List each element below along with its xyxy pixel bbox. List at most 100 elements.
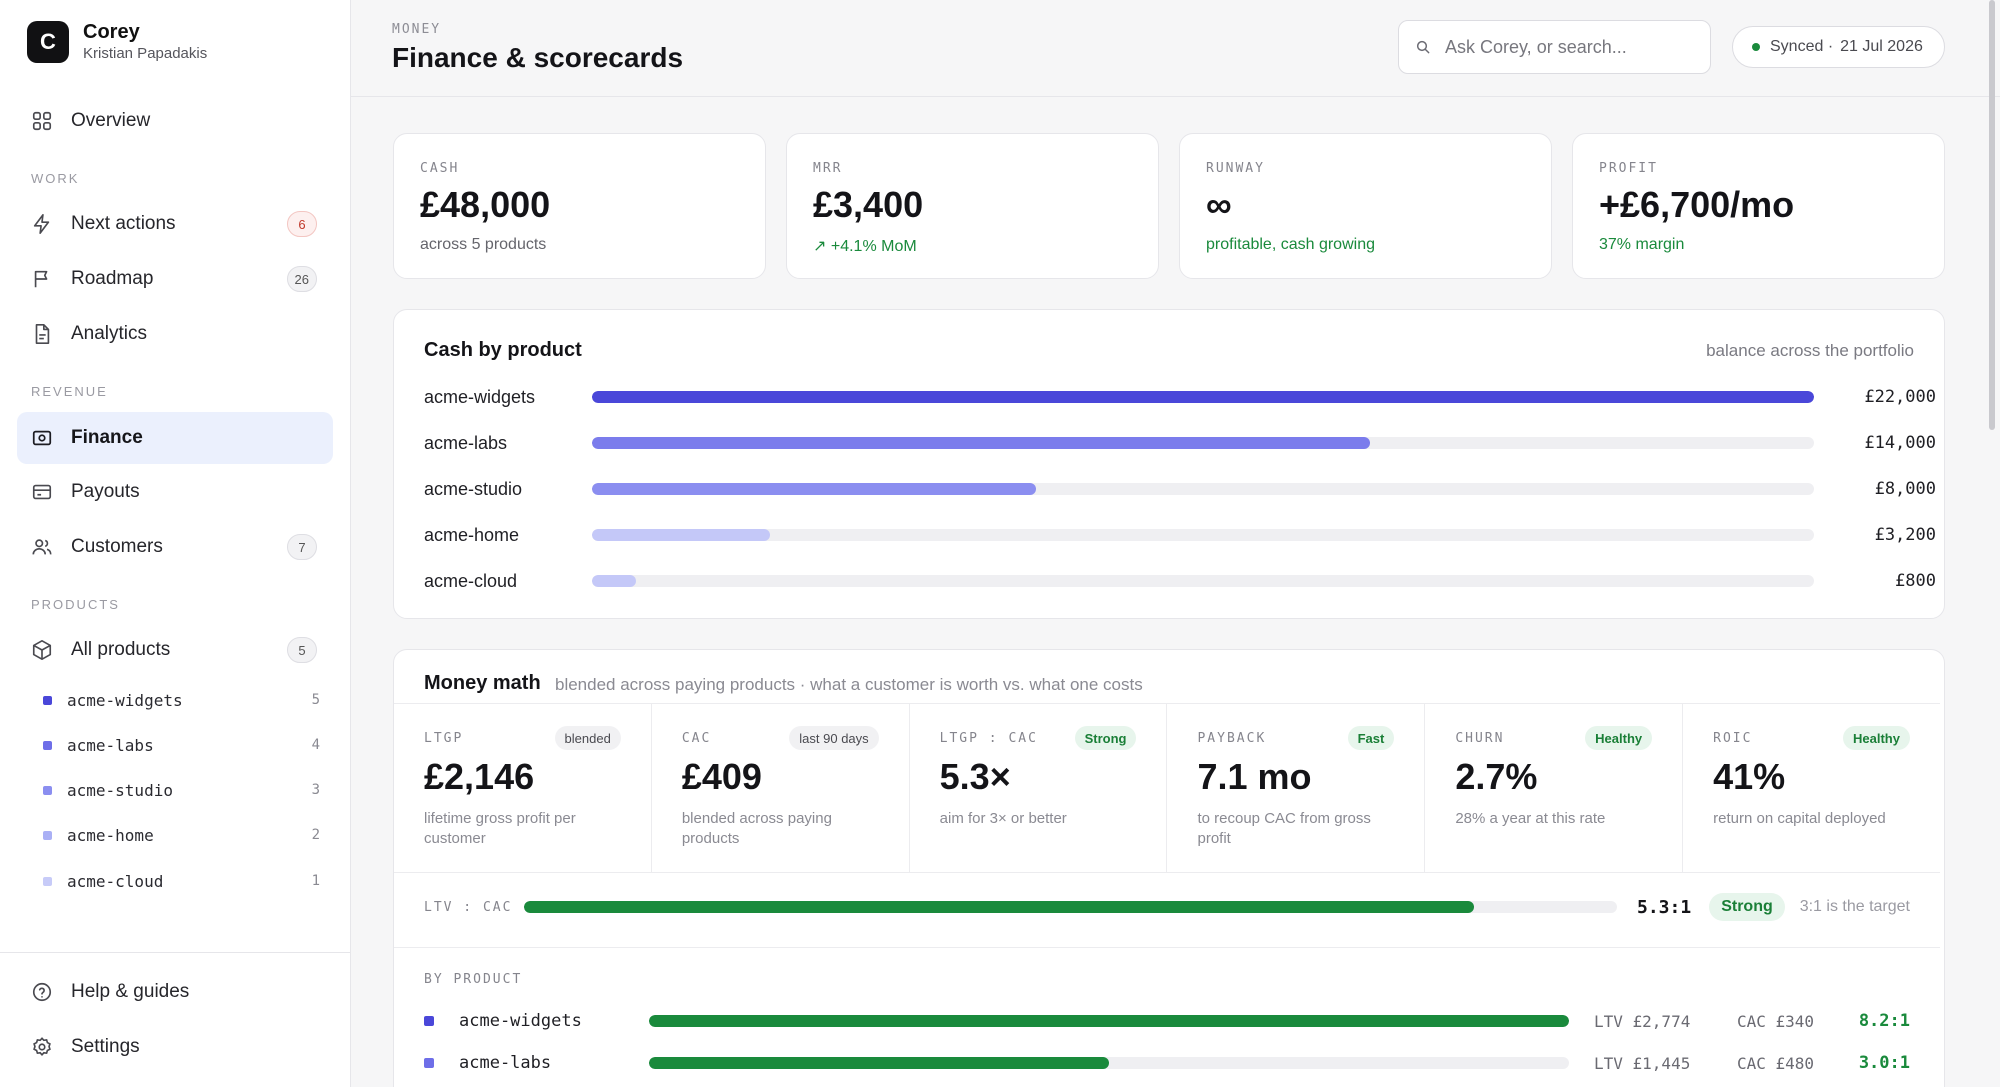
sidebar-item-settings[interactable]: Settings: [17, 1021, 333, 1073]
flag-icon: [34, 270, 48, 288]
sync-status-dot: [1752, 43, 1760, 51]
user-name: Kristian Papadakis: [83, 45, 208, 62]
cash-row-acme-home[interactable]: acme-home £3,200: [424, 521, 1936, 549]
kpi-value: +£6,700/mo: [1599, 184, 1795, 225]
search-input[interactable]: [1445, 36, 1695, 58]
metric-value: 5.3×: [939, 756, 1011, 797]
search-box[interactable]: [1398, 20, 1711, 74]
by-product-bar-fill: [649, 1015, 1569, 1027]
brand[interactable]: C Corey Kristian Papadakis: [27, 21, 207, 63]
sidebar-item-all-products[interactable]: All products 5: [17, 624, 333, 676]
sidebar-item-label: Roadmap: [71, 268, 154, 289]
by-product-ltv: LTV £2,774: [1594, 1011, 1691, 1031]
cash-row-name: acme-widgets: [424, 386, 536, 407]
help-circle-icon: [32, 982, 52, 1002]
sidebar-item-label: Customers: [71, 536, 163, 557]
sidebar-item-label: Next actions: [71, 213, 176, 234]
cash-bar-fill: [592, 391, 1814, 403]
credit-card-icon: [32, 484, 52, 500]
sidebar-product-acme-studio[interactable]: acme-studio 3: [43, 775, 320, 805]
metric-label: ROIC: [1713, 731, 1753, 746]
by-product-row-acme-labs[interactable]: acme-labs LTV £1,445 CAC £480 3.0:1: [424, 1049, 1910, 1077]
product-count: 5: [311, 692, 320, 708]
page-scrollbar[interactable]: [1989, 0, 1995, 430]
sidebar-item-payouts[interactable]: Payouts: [17, 466, 333, 518]
product-name: acme-cloud: [67, 871, 164, 891]
sidebar-item-overview[interactable]: Overview: [17, 95, 333, 147]
sidebar-product-acme-home[interactable]: acme-home 2: [43, 820, 320, 850]
cash-row-name: acme-home: [424, 524, 520, 545]
sidebar-product-acme-widgets[interactable]: acme-widgets 5: [43, 685, 320, 715]
metric-ltgp[interactable]: LTGP blended £2,146 lifetime gross profi…: [394, 704, 652, 872]
cash-row-acme-studio[interactable]: acme-studio £8,000: [424, 475, 1936, 503]
cash-bar-fill: [592, 437, 1370, 449]
grid-icon: [32, 111, 52, 131]
sidebar-product-acme-cloud[interactable]: acme-cloud 1: [43, 866, 320, 896]
product-color-dot: [43, 695, 52, 705]
cash-row-value: £800: [1895, 571, 1936, 591]
kpi-value: £3,400: [813, 184, 924, 225]
card-title: Cash by product: [424, 339, 582, 361]
metric-subtext: return on capital deployed: [1713, 810, 1886, 827]
metric-label: LTGP : CAC: [939, 731, 1038, 746]
product-name: acme-labs: [67, 735, 154, 755]
by-product-row-acme-widgets[interactable]: acme-widgets LTV £2,774 CAC £340 8.2:1: [424, 1007, 1910, 1035]
metric-subtext: blended across paying products: [681, 810, 832, 847]
by-product-bar-track: [649, 1015, 1569, 1027]
metric-badge: Fast: [1347, 726, 1395, 750]
ratio-label: LTV : CAC: [424, 899, 513, 915]
cash-row-name: acme-studio: [424, 478, 523, 499]
kpi-label: CASH: [420, 161, 460, 176]
metrics-grid: LTGP blended £2,146 lifetime gross profi…: [394, 703, 1940, 873]
card-note: blended across paying products · what a …: [555, 675, 1143, 694]
by-product-bar-fill: [649, 1057, 1109, 1069]
metric-roic[interactable]: ROIC Healthy 41% return on capital deplo…: [1683, 704, 1940, 872]
sidebar-item-help[interactable]: Help & guides: [17, 966, 333, 1018]
product-name: acme-widgets: [67, 690, 183, 710]
sidebar-product-acme-labs[interactable]: acme-labs 4: [43, 730, 320, 760]
section-label-revenue: REVENUE: [31, 384, 108, 399]
cash-row-acme-cloud[interactable]: acme-cloud £800: [424, 567, 1936, 595]
metric-value: 7.1 mo: [1197, 756, 1312, 797]
metric-cac[interactable]: CAC last 90 days £409 blended across pay…: [652, 704, 910, 872]
brand-name: Corey: [83, 21, 140, 43]
sidebar-item-next-actions[interactable]: Next actions 6: [17, 198, 333, 250]
cash-row-acme-labs[interactable]: acme-labs £14,000: [424, 429, 1936, 457]
metric-subtext: to recoup CAC from gross profit: [1197, 810, 1371, 847]
sidebar-item-roadmap[interactable]: Roadmap 26: [17, 253, 333, 305]
card-note: balance across the portfolio: [1706, 341, 1914, 360]
card-title: Money math: [424, 672, 541, 694]
cash-bar-track: [592, 529, 1814, 541]
product-color-dot: [43, 785, 52, 795]
sidebar-item-customers[interactable]: Customers 7: [17, 521, 333, 573]
by-product-name: acme-widgets: [459, 1011, 582, 1031]
metric-badge: blended: [554, 726, 621, 750]
ratio-bar-track: [524, 901, 1617, 913]
metric-badge: Healthy: [1843, 726, 1910, 750]
metric-badge: Strong: [1074, 726, 1137, 750]
metric-payback[interactable]: PAYBACK Fast 7.1 mo to recoup CAC from g…: [1167, 704, 1426, 872]
section-divider: [394, 947, 1940, 948]
search-icon: [1416, 40, 1430, 54]
cash-row-name: acme-labs: [424, 432, 508, 453]
ratio-value: 5.3:1: [1637, 896, 1692, 918]
kpi-value: £48,000: [420, 184, 551, 225]
cash-row-value: £22,000: [1864, 387, 1936, 407]
product-name: acme-studio: [67, 780, 173, 800]
sync-status-pill[interactable]: Synced · 21 Jul 2026: [1732, 26, 1945, 68]
cash-row-acme-widgets[interactable]: acme-widgets £22,000: [424, 383, 1936, 411]
cash-bar-fill: [592, 575, 637, 587]
page-title: Finance & scorecards: [392, 42, 684, 73]
metric-ltgp-cac[interactable]: LTGP : CAC Strong 5.3× aim for 3× or bet…: [910, 704, 1168, 872]
metric-churn[interactable]: CHURN Healthy 2.7% 28% a year at this ra…: [1425, 704, 1684, 872]
kpi-subtext: 37% margin: [1599, 236, 1685, 253]
lightning-icon: [33, 214, 50, 234]
sidebar-item-analytics[interactable]: Analytics: [17, 308, 333, 360]
cash-bar-fill: [592, 529, 770, 541]
kpi-card-runway: RUNWAY ∞ profitable, cash growing: [1179, 133, 1552, 279]
metric-subtext: 28% a year at this rate: [1455, 810, 1606, 827]
sidebar-item-finance[interactable]: Finance: [17, 412, 333, 464]
document-icon: [35, 324, 50, 344]
by-product-ratio: 8.2:1: [1858, 1011, 1910, 1031]
sidebar: C Corey Kristian Papadakis Overview WORK…: [0, 0, 351, 1087]
